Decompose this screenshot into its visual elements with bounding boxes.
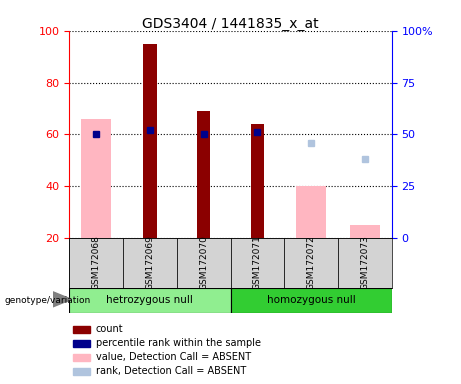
Bar — [197, 111, 210, 238]
Text: count: count — [95, 324, 123, 334]
Bar — [69, 238, 123, 288]
Bar — [123, 238, 177, 288]
Text: GSM172071: GSM172071 — [253, 236, 262, 290]
Bar — [338, 238, 392, 288]
Text: GSM172073: GSM172073 — [361, 236, 369, 290]
Text: GSM172069: GSM172069 — [145, 236, 154, 290]
Bar — [350, 225, 380, 238]
Text: homozygous null: homozygous null — [267, 295, 355, 306]
Text: percentile rank within the sample: percentile rank within the sample — [95, 338, 260, 348]
Bar — [143, 44, 157, 238]
Text: rank, Detection Call = ABSENT: rank, Detection Call = ABSENT — [95, 366, 246, 376]
Bar — [251, 124, 264, 238]
Bar — [177, 238, 230, 288]
Text: GSM172070: GSM172070 — [199, 236, 208, 290]
Bar — [73, 368, 90, 375]
Bar — [230, 288, 392, 313]
Bar — [73, 326, 90, 333]
Bar — [73, 340, 90, 347]
Bar — [73, 354, 90, 361]
Bar — [284, 238, 338, 288]
Text: hetrozygous null: hetrozygous null — [106, 295, 193, 306]
Text: value, Detection Call = ABSENT: value, Detection Call = ABSENT — [95, 352, 251, 362]
Bar — [81, 119, 111, 238]
Polygon shape — [53, 292, 71, 307]
Text: genotype/variation: genotype/variation — [5, 296, 91, 305]
Bar — [230, 238, 284, 288]
Text: GSM172072: GSM172072 — [307, 236, 316, 290]
Text: GDS3404 / 1441835_x_at: GDS3404 / 1441835_x_at — [142, 17, 319, 31]
Text: GSM172068: GSM172068 — [92, 236, 100, 290]
Bar — [296, 186, 326, 238]
Bar — [69, 288, 230, 313]
